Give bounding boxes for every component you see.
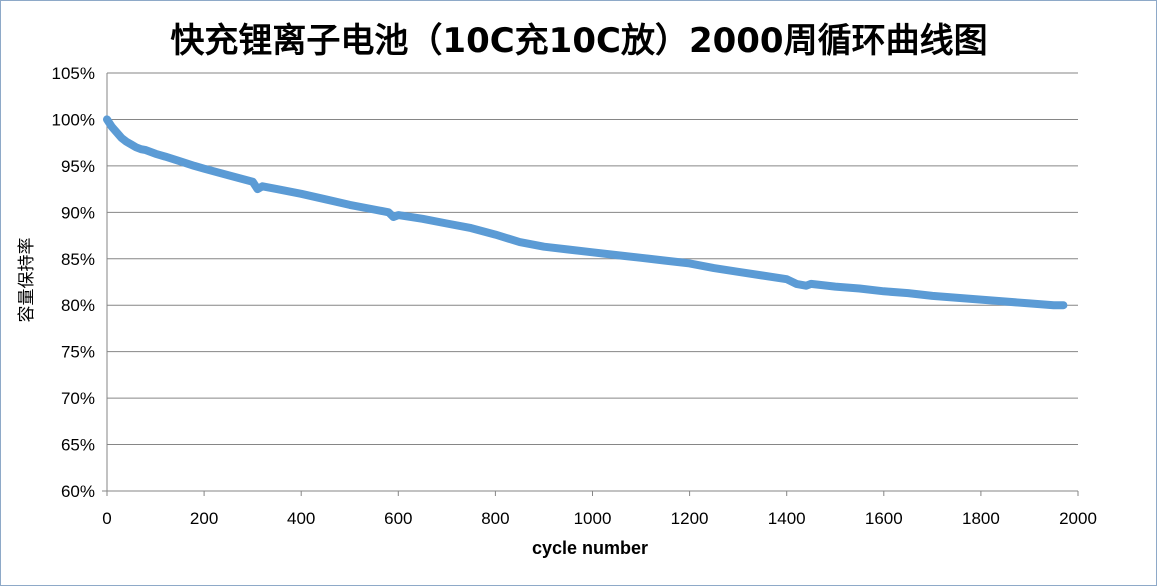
x-tick-label: 2000 [1059,509,1097,528]
y-tick-label: 70% [61,389,95,408]
y-tick-label: 95% [61,157,95,176]
chart-title: 快充锂离子电池（10C充10C放）2000周循环曲线图 [170,21,987,61]
axes [102,73,1079,496]
y-tick-label: 85% [61,250,95,269]
x-tick-label: 600 [384,509,412,528]
grid-lines [107,72,1078,446]
y-tick-label: 105% [52,64,95,83]
y-tick-label: 65% [61,436,95,455]
x-tick-label: 800 [481,509,509,528]
y-axis-label: 容量保持率 [17,238,37,323]
y-tick-label: 100% [52,110,95,129]
y-tick-label: 90% [61,203,95,222]
x-tick-label: 1000 [574,509,612,528]
y-tick-label: 80% [61,296,95,315]
x-tick-label: 1200 [671,509,709,528]
x-axis-label: cycle number [532,538,648,558]
x-tick-labels: 0 200 400 600 800 1000 1200 1400 1600 1800 2000 [102,509,1097,528]
y-tick-labels: 60% 65% 70% 75% 80% 85% 90% 95% 100% 105% [52,64,95,501]
x-tick-label: 400 [287,509,315,528]
y-tick-label: 75% [61,343,95,362]
x-tick-label: 1400 [768,509,806,528]
series-line [103,115,1068,310]
y-tick-label: 60% [61,482,95,501]
x-tick-label: 1600 [865,509,903,528]
x-tick-label: 1800 [962,509,1000,528]
x-tick-label: 200 [190,509,218,528]
x-tick-label: 0 [102,509,111,528]
series-layer [103,115,1068,310]
